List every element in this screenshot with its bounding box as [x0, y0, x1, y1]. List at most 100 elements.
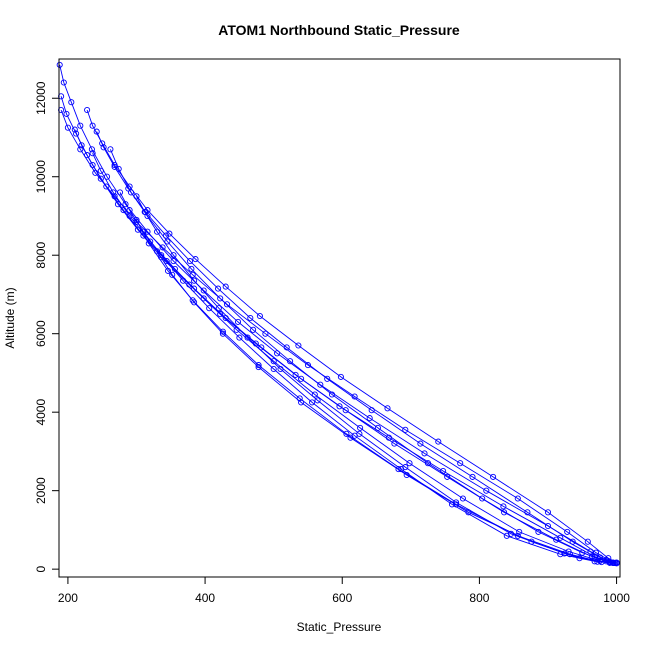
data-point	[71, 126, 78, 133]
data-point	[368, 407, 375, 414]
data-point	[170, 258, 177, 265]
data-point	[524, 509, 531, 516]
data-point	[453, 501, 460, 508]
data-point	[126, 207, 133, 214]
data-point	[516, 528, 523, 535]
data-point	[576, 555, 583, 562]
data-point	[309, 399, 316, 406]
data-point	[233, 326, 240, 333]
data-point	[244, 334, 251, 341]
data-point	[469, 473, 476, 480]
data-point	[170, 252, 177, 259]
data-point	[200, 295, 207, 302]
data-point	[73, 130, 80, 137]
data-point	[114, 201, 122, 208]
data-point	[402, 426, 409, 433]
data-point	[553, 536, 560, 543]
data-point	[217, 311, 224, 318]
data-point	[535, 528, 542, 535]
data-point	[391, 440, 398, 447]
data-point	[262, 330, 269, 337]
data-point	[103, 183, 110, 190]
data-point	[100, 144, 107, 151]
data-point	[435, 438, 442, 445]
data-point	[107, 146, 114, 153]
data-point	[250, 326, 257, 333]
data-point	[141, 208, 148, 216]
data-point	[200, 287, 207, 294]
data-point	[298, 375, 305, 382]
data-point	[144, 228, 151, 235]
data-point	[457, 460, 464, 467]
data-point	[403, 471, 410, 479]
data-point	[304, 362, 312, 369]
y-tick-label: 4000	[34, 399, 48, 426]
data-point	[110, 189, 117, 196]
y-tick-label: 6000	[34, 320, 48, 347]
series-line	[60, 109, 614, 563]
series-line	[136, 219, 602, 563]
data-point	[597, 557, 604, 564]
data-point	[270, 365, 277, 373]
data-point	[255, 364, 262, 371]
data-point	[191, 277, 198, 284]
data-point	[483, 487, 490, 494]
data-point	[395, 466, 402, 473]
data-point	[192, 256, 199, 263]
data-point	[89, 150, 96, 157]
x-axis-label: Static_Pressure	[297, 620, 382, 634]
series-profile-8	[133, 193, 619, 566]
data-point	[357, 424, 364, 431]
data-point	[116, 189, 124, 196]
data-point	[154, 228, 161, 235]
y-axis-label: Altitude (m)	[3, 287, 17, 348]
data-point	[191, 299, 198, 306]
data-point	[366, 415, 373, 422]
data-point	[514, 532, 521, 539]
data-point	[77, 122, 84, 129]
data-point	[164, 238, 171, 245]
data-point	[256, 312, 263, 320]
data-point	[89, 122, 96, 129]
data-point	[324, 375, 331, 382]
data-point	[292, 371, 299, 378]
data-point	[189, 271, 196, 278]
series-line	[74, 129, 612, 563]
data-point	[314, 397, 321, 404]
data-point	[295, 342, 302, 349]
series-profile-1	[56, 61, 620, 567]
series-line	[136, 196, 616, 564]
data-point	[188, 265, 195, 272]
series-line	[86, 109, 617, 563]
y-axis: 0 2000 4000 6000 8000 10000 12000	[34, 81, 60, 572]
data-point	[298, 399, 305, 406]
series-profile-11	[154, 248, 613, 566]
data-point	[127, 189, 135, 196]
data-point	[126, 212, 133, 220]
data-point	[343, 430, 350, 437]
data-point	[206, 305, 213, 312]
chart-title: ATOM1 Northbound Static_Pressure	[218, 22, 460, 38]
data-point	[270, 358, 277, 365]
data-point	[89, 161, 96, 169]
data-point	[569, 538, 576, 545]
data-point	[162, 232, 170, 239]
data-point	[544, 522, 552, 530]
data-point	[514, 495, 521, 502]
data-point	[163, 258, 170, 265]
x-tick-label: 800	[469, 591, 489, 605]
data-point	[133, 193, 140, 200]
series-line	[156, 251, 610, 564]
data-point	[166, 230, 173, 237]
data-point	[584, 538, 591, 545]
data-point	[99, 140, 106, 147]
data-point	[215, 305, 222, 312]
data-point	[479, 495, 486, 502]
data-point	[68, 99, 75, 106]
data-point	[191, 285, 198, 292]
data-point	[88, 146, 95, 153]
data-point	[63, 110, 70, 117]
data-point	[565, 548, 572, 555]
data-point	[336, 403, 343, 410]
